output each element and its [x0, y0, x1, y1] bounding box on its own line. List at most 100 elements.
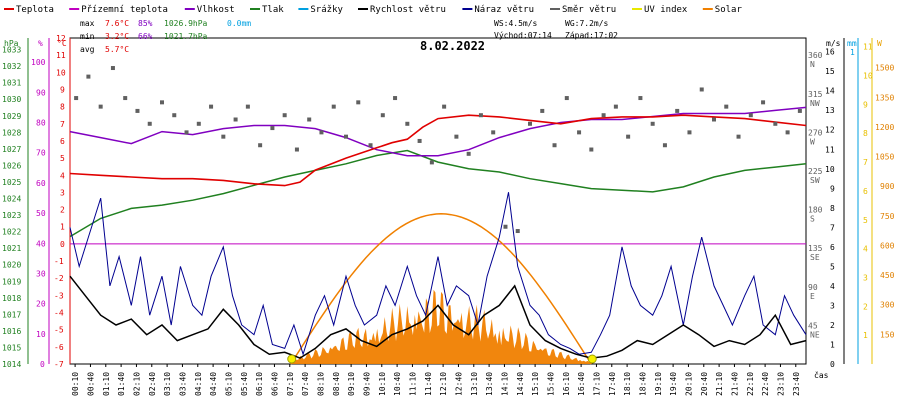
x-tick-label: 17:40 [608, 372, 617, 396]
sunrise: Východ:07:14 [494, 31, 552, 40]
x-tick-label: 00:10 [71, 372, 80, 396]
x-tick-label: 23:40 [792, 372, 801, 396]
wind-dir-point [245, 104, 250, 109]
pressure-tick: 1019 [2, 277, 21, 286]
pressure-line [69, 149, 807, 238]
temp-tick: -5 [54, 326, 64, 335]
solar-tick: 600 [880, 241, 895, 250]
x-tick-label: 15:10 [531, 372, 540, 396]
wind-dir-tick: 135 [808, 244, 823, 253]
uv-tick: 7 [863, 158, 868, 167]
wind-dir-point [98, 104, 103, 109]
wind-dir-point [577, 130, 582, 135]
wind-ms-tick: 8 [830, 204, 835, 213]
wind-dir-point [736, 134, 741, 139]
pressure-tick: 1016 [2, 327, 21, 336]
pressure-tick: 1027 [2, 145, 21, 154]
solar-tick: 1350 [875, 93, 894, 102]
legend-label-3: Tlak [262, 5, 284, 15]
wind-dir-point [319, 130, 324, 135]
pressure-tick: 1029 [2, 112, 21, 121]
axis-title-mm: mm [847, 39, 857, 48]
x-tick-label: 05:40 [240, 372, 249, 396]
wind-dir-label: N [810, 60, 815, 69]
wind-dir-point [344, 134, 348, 139]
wind-dir-point [650, 121, 655, 126]
humidity-tick: 0 [40, 360, 45, 369]
wind-dir-label: SW [810, 176, 820, 185]
x-tick-label: 03:40 [178, 372, 187, 396]
humidity-tick: 80 [36, 119, 46, 128]
wind-ms-tick: 11 [825, 145, 835, 154]
wind-dir-point [331, 104, 336, 109]
wind-ms-tick: 4 [830, 282, 835, 291]
pressure-tick: 1022 [2, 228, 21, 237]
temp-tick: 0 [60, 240, 65, 249]
legend-label-9: Solar [715, 5, 743, 15]
temp-tick: -3 [54, 291, 64, 300]
solar-tick: 150 [880, 330, 895, 339]
uv-tick: 3 [863, 273, 868, 282]
wind-dir-point [712, 117, 716, 122]
wind-dir-tick: 270 [808, 128, 823, 137]
pressure-tick: 1033 [2, 46, 21, 55]
date-title: 8.02.2022 [420, 39, 485, 53]
wind-dir-point [184, 130, 189, 135]
wind-dir-label: NW [810, 99, 820, 108]
wind-dir-label: E [810, 292, 815, 301]
wind-dir-point [589, 147, 594, 152]
wind-dir-point [626, 134, 631, 139]
x-tick-label: 01:10 [102, 372, 111, 396]
stats-hum: 85% [138, 19, 153, 28]
x-tick-label: 17:10 [592, 372, 601, 396]
x-tick-label: 19:10 [654, 372, 663, 396]
wind-ms-tick: 5 [830, 262, 835, 271]
axis-title-degc: °C [57, 39, 67, 48]
wind-ms-tick: 2 [830, 321, 835, 330]
x-tick-label: 21:10 [715, 372, 724, 396]
temp-tick: 1 [60, 223, 65, 232]
solar-max-curve [290, 213, 592, 365]
humidity-tick: 10 [36, 330, 46, 339]
x-tick-label: 13:40 [485, 372, 494, 396]
temp-tick: 8 [60, 103, 65, 112]
wind-dir-point [724, 104, 729, 109]
pressure-tick: 1031 [2, 79, 21, 88]
uv-tick: 4 [863, 245, 868, 254]
wind-dir-point [773, 121, 778, 126]
pressure-tick: 1021 [2, 244, 21, 253]
wind-dir-point [294, 147, 299, 152]
solar-area [290, 289, 592, 364]
temp-tick: 6 [60, 137, 65, 146]
wind-dir-tick: 90 [808, 283, 818, 292]
axis-title-w: W [877, 39, 882, 48]
wind-dir-point [393, 96, 398, 101]
wind-dir-point [307, 117, 312, 122]
temp-tick: 9 [60, 85, 65, 94]
x-tick-label: 14:40 [516, 372, 525, 396]
humidity-tick: 60 [36, 179, 46, 188]
x-tick-label: 04:10 [194, 372, 203, 396]
wind-dir-point [675, 108, 680, 113]
x-tick-label: 20:40 [700, 372, 709, 396]
wind-dir-point [785, 130, 790, 135]
wind-dir-label: W [810, 137, 815, 146]
wind-dir-tick: 225 [808, 167, 823, 176]
wind-dir-point [160, 100, 164, 105]
x-tick-label: 02:40 [148, 372, 157, 396]
legend-label-8: UV index [644, 5, 688, 15]
wind-dir-point [282, 113, 287, 118]
wind-ws: WS:4.5m/s [494, 19, 538, 28]
x-tick-label: 11:10 [408, 372, 417, 396]
x-tick-label: 16:10 [562, 372, 571, 396]
x-tick-label: 11:40 [424, 372, 433, 396]
wind-dir-point [613, 104, 618, 109]
wind-dir-point [270, 126, 275, 131]
wind-dir-tick: 45 [808, 321, 818, 330]
wind-dir-point [147, 121, 152, 126]
wind-dir-point [123, 96, 128, 101]
wind-dir-point [258, 143, 263, 148]
wind-ms-tick: 13 [825, 106, 835, 115]
x-tick-label: 22:40 [761, 372, 770, 396]
plot-frame [69, 37, 807, 365]
